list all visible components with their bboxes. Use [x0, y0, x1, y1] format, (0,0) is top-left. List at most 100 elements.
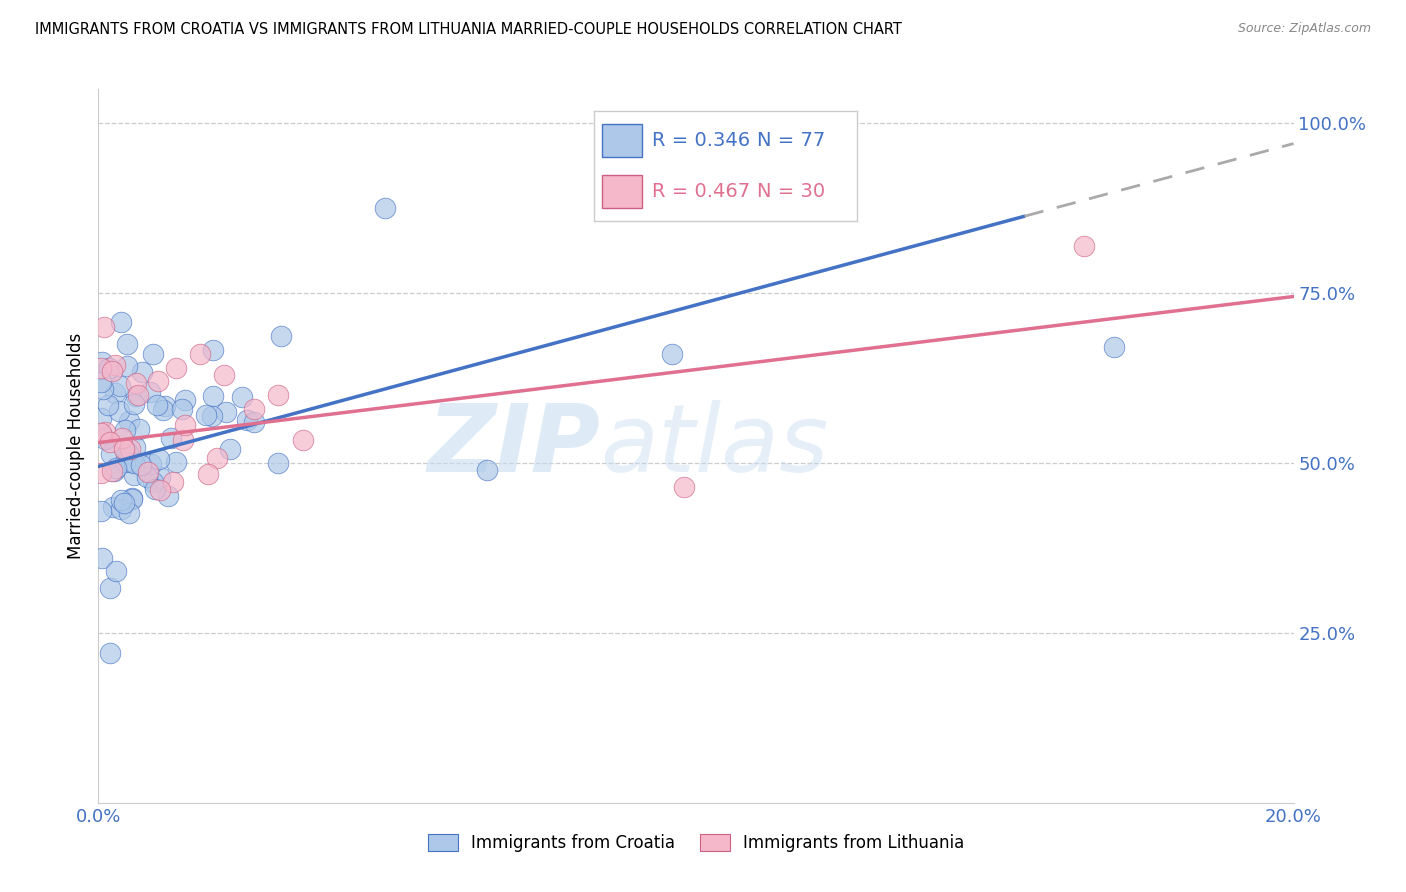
Point [292, 434, 315, 448]
Point [108, 379, 131, 393]
Point [117, 414, 139, 428]
Point [100, 464, 122, 478]
Point [117, 359, 139, 373]
Point [104, 386, 127, 401]
Point [267, 456, 290, 470]
Point [122, 468, 145, 483]
Point [172, 401, 194, 416]
Point [243, 415, 266, 429]
Point [267, 388, 290, 402]
Point [105, 460, 128, 475]
Point [120, 455, 142, 469]
Text: IMMIGRANTS FROM CROATIA VS IMMIGRANTS FROM LITHUANIA MARRIED-COUPLE HOUSEHOLDS C: IMMIGRANTS FROM CROATIA VS IMMIGRANTS FR… [35, 22, 903, 37]
Point [97, 398, 120, 412]
Point [104, 358, 127, 372]
Point [162, 475, 184, 489]
Point [165, 455, 187, 469]
Point [111, 431, 134, 445]
Point [115, 337, 138, 351]
Point [202, 389, 225, 403]
Point [159, 431, 181, 445]
Point [1073, 238, 1095, 252]
Point [91, 428, 114, 442]
Point [94, 432, 117, 446]
Point [105, 564, 128, 578]
Point [212, 368, 235, 382]
Point [197, 467, 219, 481]
Point [157, 489, 180, 503]
Point [475, 463, 498, 477]
Point [661, 347, 683, 361]
Point [98, 581, 121, 595]
Point [103, 464, 125, 478]
Point [90, 425, 112, 440]
Point [117, 445, 139, 459]
Point [94, 425, 117, 440]
Point [202, 343, 225, 357]
Y-axis label: Married-couple Households: Married-couple Households [66, 333, 84, 559]
Point [90, 466, 112, 480]
Point [101, 364, 124, 378]
Text: atlas: atlas [600, 401, 828, 491]
Point [127, 388, 149, 402]
Point [131, 365, 153, 379]
Point [110, 315, 132, 329]
Point [195, 409, 218, 423]
Point [90, 550, 112, 565]
Point [141, 457, 163, 471]
Point [114, 423, 136, 437]
Point [115, 448, 138, 462]
Point [121, 492, 143, 507]
Point [174, 392, 197, 407]
Point [136, 466, 159, 480]
Point [374, 201, 396, 215]
Point [146, 398, 169, 412]
Point [110, 501, 132, 516]
Text: ZIP: ZIP [427, 400, 600, 492]
Point [165, 360, 187, 375]
Point [673, 480, 696, 494]
Point [153, 399, 176, 413]
Point [128, 422, 150, 436]
Point [142, 347, 165, 361]
Point [91, 354, 114, 368]
Point [114, 455, 136, 469]
Point [122, 456, 145, 470]
Point [118, 506, 141, 520]
Point [90, 504, 112, 518]
Point [121, 491, 143, 505]
Point [108, 403, 131, 417]
Point [270, 329, 292, 343]
Point [135, 470, 157, 484]
Point [201, 409, 224, 424]
Point [125, 376, 148, 391]
Point [118, 442, 141, 456]
Point [152, 403, 174, 417]
Point [138, 385, 160, 400]
Point [243, 401, 266, 416]
Point [98, 361, 121, 376]
Point [125, 389, 148, 403]
Point [90, 360, 112, 375]
Point [112, 496, 135, 510]
Point [110, 493, 132, 508]
Point [142, 475, 165, 489]
Point [122, 397, 145, 411]
Point [148, 375, 170, 389]
Text: Source: ZipAtlas.com: Source: ZipAtlas.com [1237, 22, 1371, 36]
Point [93, 320, 115, 334]
Point [148, 452, 170, 467]
Point [98, 434, 121, 449]
Point [149, 483, 172, 497]
Point [173, 418, 195, 433]
Point [112, 442, 135, 457]
Point [188, 347, 211, 361]
Point [172, 433, 194, 447]
Point [100, 447, 122, 461]
Point [231, 390, 253, 404]
Point [112, 441, 135, 455]
Point [1104, 341, 1126, 355]
Point [124, 440, 146, 454]
Point [131, 458, 153, 472]
Point [236, 413, 259, 427]
